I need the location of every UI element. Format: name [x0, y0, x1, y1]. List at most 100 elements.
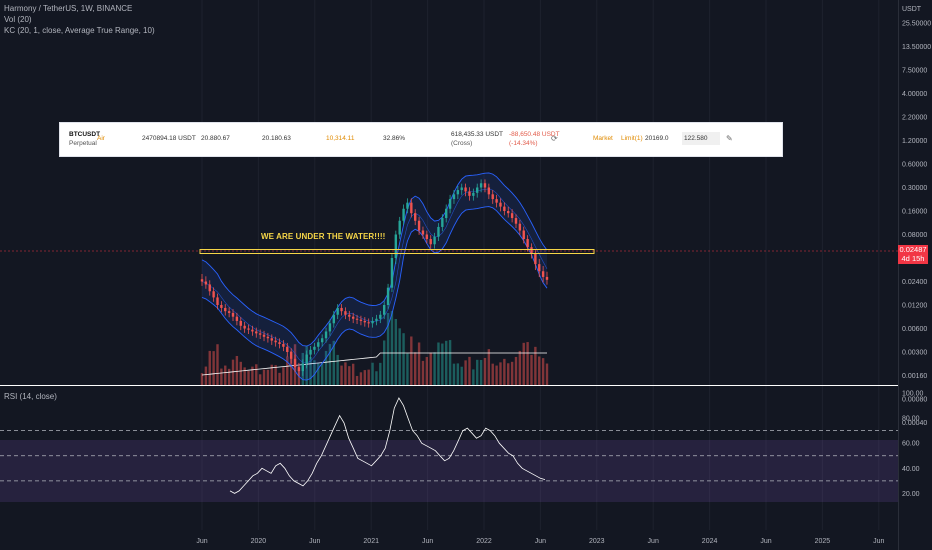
- volume-bar: [414, 352, 417, 385]
- candle-body: [317, 342, 320, 347]
- volume-bar: [441, 343, 444, 385]
- candle-body: [220, 305, 223, 308]
- volume-bar: [363, 370, 367, 385]
- overlay-limit-label[interactable]: Limit(1): [621, 135, 643, 142]
- volume-bar: [371, 362, 374, 385]
- volume-bar: [266, 369, 270, 385]
- volume-bar: [526, 342, 529, 385]
- volume-bar: [274, 365, 277, 385]
- volume-bar: [479, 359, 483, 385]
- price-tick-label: 0.00160: [902, 373, 927, 380]
- volume-bar: [417, 342, 421, 385]
- candle-body: [483, 183, 487, 188]
- candle-body: [251, 329, 254, 332]
- price-tick-label: 0.02400: [902, 279, 927, 286]
- time-tick-label: 2024: [702, 538, 718, 545]
- volume-bar: [460, 366, 463, 385]
- candle-body: [348, 314, 351, 317]
- candle-body: [328, 323, 332, 332]
- overlay-mark: 20.180.63: [262, 135, 291, 142]
- keltner-upper: [201, 172, 548, 347]
- price-tick-label: 0.16000: [902, 209, 927, 216]
- candle-body: [541, 271, 545, 277]
- volume-bar: [317, 362, 320, 385]
- volume-bar: [204, 366, 208, 385]
- price-tick-label: 0.30000: [902, 185, 927, 192]
- volume-bar: [534, 346, 537, 385]
- volume-bar: [499, 362, 502, 385]
- candle-body: [301, 363, 304, 372]
- volume-bar: [220, 368, 223, 385]
- price-tick-label: 0.60000: [902, 162, 927, 169]
- price-axis-unit: USDT: [902, 6, 922, 13]
- volume-bar: [514, 356, 518, 385]
- volume-bar: [386, 313, 390, 385]
- volume-bar: [379, 362, 382, 385]
- candle-body: [282, 343, 285, 347]
- candle-body: [344, 311, 347, 315]
- volume-bar: [313, 360, 316, 385]
- candle-body: [274, 340, 277, 343]
- position-overlay: BTCUSDT Perpetual Air 2470894.18 USDT 20…: [59, 122, 783, 157]
- candle-body: [375, 318, 378, 321]
- volume-bar: [472, 369, 475, 385]
- candle-body: [336, 307, 339, 315]
- price-tick-label: 2.20000: [902, 115, 927, 122]
- volume-bar: [538, 356, 541, 385]
- volume-bar: [495, 365, 498, 385]
- volume-bar: [476, 359, 479, 385]
- candle-body: [332, 314, 335, 324]
- volume-bar: [518, 350, 522, 385]
- volume-bar: [251, 366, 254, 385]
- price-tick-label: 13.50000: [902, 44, 931, 51]
- overlay-entry: 20.880.67: [201, 135, 230, 142]
- candle-body: [472, 192, 475, 196]
- overlay-limit-price[interactable]: 20169.0: [645, 135, 669, 142]
- candle-body: [534, 254, 537, 265]
- candle-body: [414, 213, 417, 221]
- volume-bar: [227, 368, 231, 385]
- candle-body: [309, 349, 312, 355]
- volume-bar: [487, 349, 491, 385]
- candle-body: [204, 281, 208, 285]
- candle-body: [545, 276, 549, 280]
- price-tick-label: 7.50000: [902, 68, 927, 75]
- time-tick-label: Jun: [422, 538, 433, 545]
- volume-bar: [468, 356, 471, 385]
- volume-bar: [375, 371, 378, 385]
- chart-annotation: WE ARE UNDER THE WATER!!!!: [261, 232, 386, 241]
- candle-body: [479, 183, 483, 188]
- candle-body: [402, 208, 405, 221]
- candle-body: [255, 331, 258, 334]
- volume-bar: [421, 360, 425, 385]
- candle-body: [212, 291, 215, 298]
- bar-countdown: 4d 15h: [901, 254, 925, 263]
- candle-body: [367, 322, 370, 324]
- price-tick-label: 1.20000: [902, 138, 927, 145]
- volume-bar: [522, 342, 525, 385]
- candle-body: [293, 358, 297, 368]
- time-tick-label: 2023: [589, 538, 605, 545]
- last-price-tag: 0.02487 4d 15h: [898, 245, 928, 264]
- candle-body: [390, 258, 394, 288]
- candle-body: [433, 236, 436, 245]
- volume-bar: [255, 364, 258, 385]
- candle-body: [351, 316, 355, 319]
- volume-bar: [503, 358, 506, 385]
- volume-bar: [425, 356, 429, 385]
- share-icon[interactable]: ⟳: [551, 134, 558, 143]
- candle-body: [421, 230, 425, 235]
- overlay-order-type[interactable]: Market: [593, 135, 613, 142]
- overlay-liq: 10,314.11: [326, 135, 355, 142]
- rsi-tick-label: 100.00: [902, 391, 924, 398]
- candle-body: [231, 312, 235, 317]
- candle-body: [278, 342, 281, 344]
- overlay-margin-ratio: 32.86%: [383, 135, 406, 142]
- volume-bar: [510, 361, 514, 385]
- volume-bar: [394, 319, 398, 385]
- volume-bar: [258, 374, 262, 385]
- overlay-qty[interactable]: 122.580: [682, 132, 720, 145]
- edit-icon[interactable]: ✎: [726, 134, 733, 143]
- volume-bar: [336, 354, 339, 385]
